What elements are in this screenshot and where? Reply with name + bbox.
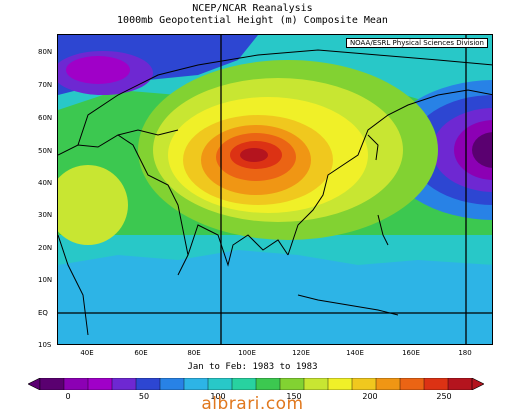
colorbar-swatch [159, 378, 185, 390]
colorbar-swatch [423, 378, 449, 390]
coast-arabia-india [58, 134, 189, 276]
low-atlantic-purple [66, 56, 130, 84]
colorbar [28, 378, 484, 390]
map-title: NCEP/NCAR Reanalysis [192, 3, 313, 14]
lon-label: 80E [187, 349, 201, 357]
colorbar-tick-label: 0 [65, 392, 71, 401]
map-subtitle: 1000mb Geopotential Height (m) Composite… [117, 15, 388, 26]
coast-philippines [377, 214, 389, 246]
coast-japan [367, 134, 379, 161]
lat-label: 50N [38, 147, 53, 155]
colorbar-swatch [255, 378, 281, 390]
coast-east-africa [58, 234, 89, 336]
lon-label: 120E [292, 349, 310, 357]
band-africa-yellow-green [58, 165, 128, 245]
lat-label: 20N [38, 244, 53, 252]
lon-label: 180 [458, 349, 472, 357]
low-pacific-core [472, 132, 492, 168]
colorbar-swatch [183, 378, 209, 390]
colorbar-swatch [303, 378, 329, 390]
lat-label: 70N [38, 81, 53, 89]
band-southern-tropics [58, 250, 492, 344]
colorbar-swatch [327, 378, 353, 390]
colorbar-high-arrow [471, 378, 484, 390]
lat-label: 40N [38, 179, 53, 187]
lon-label: 140E [346, 349, 364, 357]
colorbar-swatch [447, 378, 473, 390]
lat-label: 10N [38, 276, 53, 284]
colorbar-swatch [63, 378, 89, 390]
colorbar-low-arrow [28, 378, 41, 390]
lon-label: 100E [238, 349, 256, 357]
lon-label: 160E [402, 349, 420, 357]
lon-label: 60E [134, 349, 148, 357]
time-period: Jan to Feb: 1983 to 1983 [187, 362, 318, 372]
colorbar-tick-label: 150 [286, 392, 302, 401]
coastlines [58, 49, 492, 336]
coast-arctic [77, 49, 492, 146]
contour-map [58, 35, 492, 344]
coast-indonesia [297, 294, 399, 316]
border-central-asia [117, 129, 179, 136]
colorbar-swatch [87, 378, 113, 390]
map-plot-area: NOAA/ESRL Physical Sciences Division [57, 34, 493, 345]
colorbar-swatch [135, 378, 161, 390]
colorbar-swatch [111, 378, 137, 390]
lat-label: 30N [38, 211, 53, 219]
colorbar-swatch [231, 378, 257, 390]
colorbar-swatch [399, 378, 425, 390]
lat-label: EQ [38, 309, 48, 317]
colorbar-tick-label: 200 [362, 392, 378, 401]
coast-indochina [187, 224, 289, 267]
colorbar-swatch [39, 378, 65, 390]
colorbar-tick-label: 100 [210, 392, 226, 401]
colorbar-swatch [207, 378, 233, 390]
colorbar-swatch [279, 378, 305, 390]
watermark: albrari.com [201, 394, 304, 414]
credit-label: NOAA/ESRL Physical Sciences Division [345, 38, 488, 48]
lat-label: 80N [38, 48, 53, 56]
lat-label: 60N [38, 114, 53, 122]
colorbar-swatch [351, 378, 377, 390]
colorbar-tick-label: 250 [436, 392, 452, 401]
colorbar-tick-label: 50 [138, 392, 150, 401]
lon-label: 40E [80, 349, 94, 357]
colorbar-swatch [375, 378, 401, 390]
lat-label: 10S [38, 341, 52, 349]
coast-east-asia [287, 89, 492, 256]
high-siberian-core [240, 148, 268, 162]
